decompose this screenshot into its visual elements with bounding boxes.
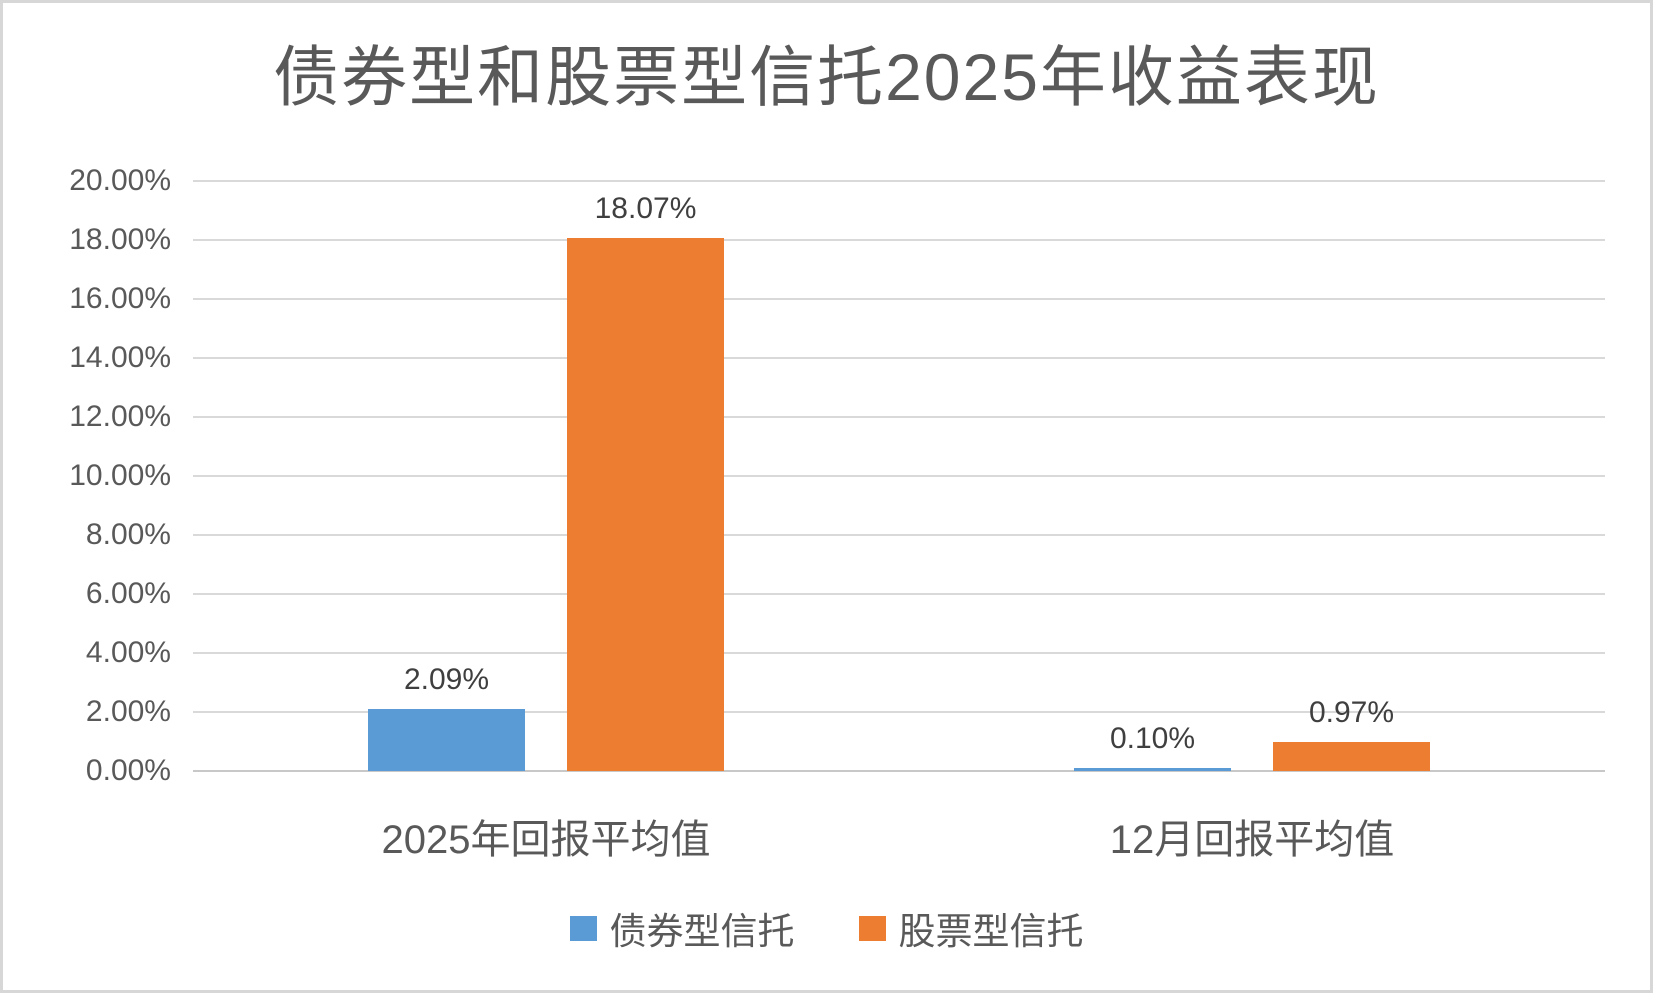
y-tick-label: 12.00% [69, 400, 171, 433]
x-axis-line [193, 770, 1605, 772]
gridline [193, 475, 1605, 477]
category-label: 2025年回报平均值 [381, 818, 711, 862]
data-label: 0.97% [1308, 696, 1395, 730]
gridline [193, 652, 1605, 654]
y-tick-label: 0.00% [85, 754, 171, 787]
legend-label: 股票型信托 [898, 911, 1084, 952]
y-tick-label: 20.00% [69, 164, 171, 197]
category-label: 12月回报平均值 [1109, 818, 1395, 862]
gridline [193, 534, 1605, 536]
y-tick-label: 14.00% [69, 341, 171, 374]
data-label: 0.10% [1109, 722, 1196, 756]
gridline [193, 416, 1605, 418]
x-axis: 2025年回报平均值 12月回报平均值 [193, 807, 1605, 862]
y-tick-label: 2.00% [85, 695, 171, 728]
legend-swatch [858, 915, 886, 941]
legend-item: 股票型信托 [858, 901, 1084, 955]
legend-label: 债券型信托 [609, 911, 795, 952]
plot-area: 2.09% 18.07% 0.10% 0.97% [193, 180, 1605, 772]
gridline [193, 593, 1605, 595]
bars-layer: 2.09% 18.07% 0.10% 0.97% [193, 181, 1605, 771]
bar [368, 709, 525, 771]
chart-title: 债券型和股票型信托2025年收益表现 [273, 40, 1380, 114]
bar [1273, 742, 1430, 771]
y-tick-label: 10.00% [69, 459, 171, 492]
y-tick-label: 4.00% [85, 636, 171, 669]
y-tick-label: 8.00% [85, 518, 171, 551]
y-tick-label: 18.00% [69, 223, 171, 256]
gridline [193, 711, 1605, 713]
legend: 债券型信托 股票型信托 [3, 901, 1650, 955]
legend-swatch [569, 915, 597, 941]
y-tick-label: 16.00% [69, 282, 171, 315]
bar [567, 237, 724, 771]
bar [1074, 768, 1231, 771]
gridline [193, 239, 1605, 241]
legend-item: 债券型信托 [569, 901, 795, 955]
y-axis: 0.00% 2.00% 4.00% 6.00% 8.00% 10.00% 12.00% 14.… [3, 164, 171, 787]
gridline [193, 298, 1605, 300]
gridline [193, 180, 1605, 182]
data-label: 18.07% [594, 191, 697, 225]
y-tick-label: 6.00% [85, 577, 171, 610]
gridline [193, 357, 1605, 359]
data-label: 2.09% [403, 663, 490, 697]
